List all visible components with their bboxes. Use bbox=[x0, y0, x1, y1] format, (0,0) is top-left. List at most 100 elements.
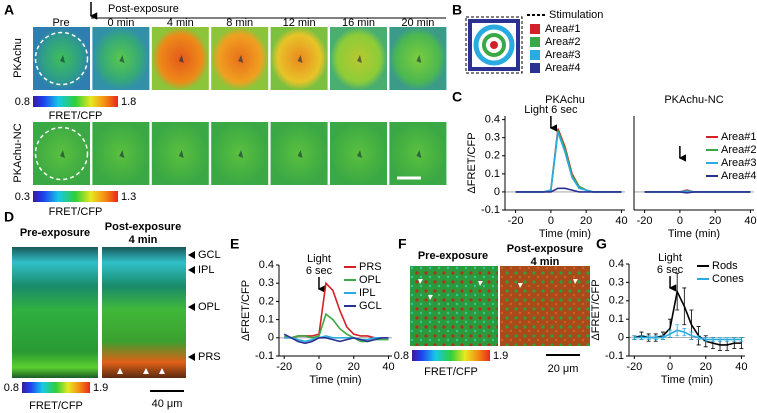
legend-label: Area#2 bbox=[721, 144, 756, 156]
annotation: 6 sec bbox=[306, 265, 333, 277]
legend-label: Rods bbox=[712, 260, 738, 272]
colorbar-min: 0.8 bbox=[394, 350, 409, 362]
legend-label: Area#2 bbox=[545, 36, 580, 48]
optic-disc bbox=[357, 150, 362, 158]
colorbar-max: 1.9 bbox=[93, 382, 108, 394]
header: Post-exposure bbox=[108, 3, 179, 15]
area-2 bbox=[482, 33, 506, 57]
layer-arrow bbox=[188, 266, 195, 274]
legend-label: Area#3 bbox=[545, 49, 580, 61]
x-tick-label: 0 bbox=[316, 361, 322, 373]
y-tick-label: 0.2 bbox=[485, 150, 500, 162]
y-tick-label: -0.1 bbox=[605, 350, 624, 362]
colorbar-label: FRET/CFP bbox=[424, 366, 478, 378]
y-tick-label: 0 bbox=[268, 332, 274, 344]
x-tick-label: 20 bbox=[709, 215, 721, 227]
cell-arrow bbox=[478, 281, 483, 286]
annotation: Light bbox=[307, 253, 331, 265]
column-label: Pre bbox=[52, 17, 69, 29]
layer-arrow bbox=[188, 303, 195, 311]
y-tick-label: 0.4 bbox=[259, 259, 274, 271]
area-3 bbox=[473, 24, 515, 66]
legend-label: Stimulation bbox=[549, 9, 603, 21]
x-tick-label: 0 bbox=[667, 361, 673, 373]
x-axis-label: Time (min) bbox=[539, 228, 591, 240]
series-line bbox=[644, 191, 751, 194]
optic-disc bbox=[416, 150, 422, 158]
y-tick-label: 0.1 bbox=[259, 314, 274, 326]
optic-disc bbox=[119, 150, 125, 158]
y-tick-label: 0.4 bbox=[485, 114, 500, 126]
x-tick-label: 0 bbox=[548, 215, 554, 227]
legend-label: PRS bbox=[359, 261, 382, 273]
y-tick-label: -0.1 bbox=[255, 350, 274, 362]
stimulation-circle bbox=[34, 126, 89, 181]
layer-label: IPL bbox=[198, 264, 215, 276]
y-axis-label: ΔFRET/CFP bbox=[466, 132, 478, 193]
x-tick-label: 0 bbox=[677, 215, 683, 227]
panel-label: F bbox=[398, 236, 407, 252]
x-tick-label: 40 bbox=[735, 361, 747, 373]
colorbar bbox=[412, 350, 490, 361]
series-line bbox=[283, 333, 389, 345]
x-axis-label: Time (min) bbox=[309, 374, 361, 386]
cell-arrow bbox=[117, 368, 123, 374]
x-axis-label: Time (min) bbox=[668, 228, 720, 240]
optic-disc bbox=[119, 55, 125, 63]
series-line bbox=[634, 329, 742, 341]
retina-image bbox=[12, 247, 98, 378]
y-tick-label: 0.1 bbox=[485, 168, 500, 180]
column-label: 16 min bbox=[342, 17, 375, 29]
annotation: Light bbox=[658, 252, 682, 264]
optic-disc bbox=[416, 55, 422, 63]
panel-label: B bbox=[452, 2, 462, 18]
optic-disc bbox=[60, 150, 65, 158]
row-label: PKAchu bbox=[12, 38, 24, 78]
retina-image bbox=[102, 247, 186, 378]
stimulation-area bbox=[465, 16, 523, 74]
colorbar bbox=[22, 382, 90, 393]
colorbar-max: 1.9 bbox=[493, 350, 508, 362]
y-tick-label: 0 bbox=[618, 332, 624, 344]
column-label: 12 min bbox=[283, 17, 316, 29]
colorbar bbox=[33, 191, 118, 202]
whole-mount-image bbox=[500, 266, 590, 346]
legend-label: Area#1 bbox=[545, 23, 580, 35]
x-tick-label: 20 bbox=[700, 361, 712, 373]
y-tick-label: 0.1 bbox=[609, 313, 624, 325]
chart-title: PKAchu bbox=[545, 94, 585, 106]
optic-disc bbox=[357, 55, 362, 63]
x-tick-label: 40 bbox=[744, 215, 756, 227]
y-tick-label: 0.3 bbox=[259, 277, 274, 289]
y-tick-label: 0.4 bbox=[609, 258, 624, 270]
column-label: 20 min bbox=[401, 17, 434, 29]
colorbar-label: FRET/CFP bbox=[29, 400, 83, 412]
x-tick-label: -20 bbox=[626, 361, 642, 373]
row-label: PKAchu-NC bbox=[12, 123, 24, 182]
image-label: 4 min bbox=[129, 234, 158, 246]
area-1 bbox=[490, 41, 498, 49]
series-line bbox=[515, 132, 622, 193]
legend-label: Area#4 bbox=[721, 170, 756, 182]
annotation: Light 6 sec bbox=[524, 104, 578, 116]
optic-disc bbox=[60, 55, 65, 63]
legend-label: Cones bbox=[712, 273, 744, 285]
optic-disc bbox=[178, 55, 184, 63]
layer-label: OPL bbox=[198, 301, 220, 313]
annotation: 6 sec bbox=[657, 264, 684, 276]
y-axis-label: ΔFRET/CFP bbox=[590, 279, 602, 340]
optic-disc bbox=[178, 150, 184, 158]
cell-arrow bbox=[143, 368, 149, 374]
colorbar-label: FRET/CFP bbox=[49, 206, 103, 218]
whole-mount-image bbox=[410, 266, 498, 346]
x-tick-label: 40 bbox=[382, 361, 394, 373]
legend-label: IPL bbox=[359, 287, 376, 299]
panel-label: A bbox=[4, 2, 14, 18]
legend-swatch bbox=[530, 50, 540, 60]
y-tick-label: 0.2 bbox=[609, 295, 624, 307]
x-tick-label: 20 bbox=[348, 361, 360, 373]
x-tick-label: -20 bbox=[637, 215, 653, 227]
optic-disc bbox=[238, 150, 244, 158]
y-tick-label: 0.3 bbox=[609, 276, 624, 288]
